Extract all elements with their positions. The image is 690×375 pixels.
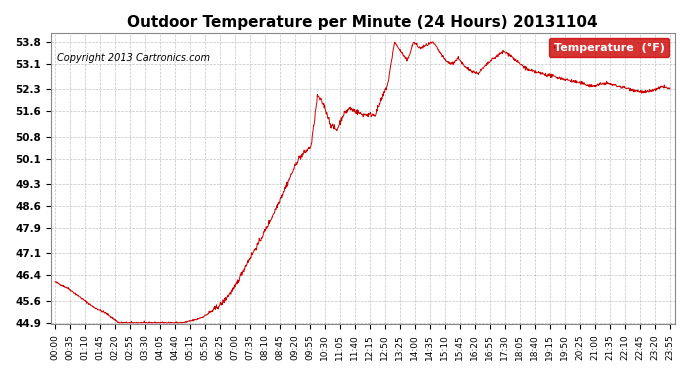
Legend: Temperature  (°F): Temperature (°F) — [549, 38, 669, 57]
Text: Copyright 2013 Cartronics.com: Copyright 2013 Cartronics.com — [57, 53, 210, 63]
Title: Outdoor Temperature per Minute (24 Hours) 20131104: Outdoor Temperature per Minute (24 Hours… — [128, 15, 598, 30]
